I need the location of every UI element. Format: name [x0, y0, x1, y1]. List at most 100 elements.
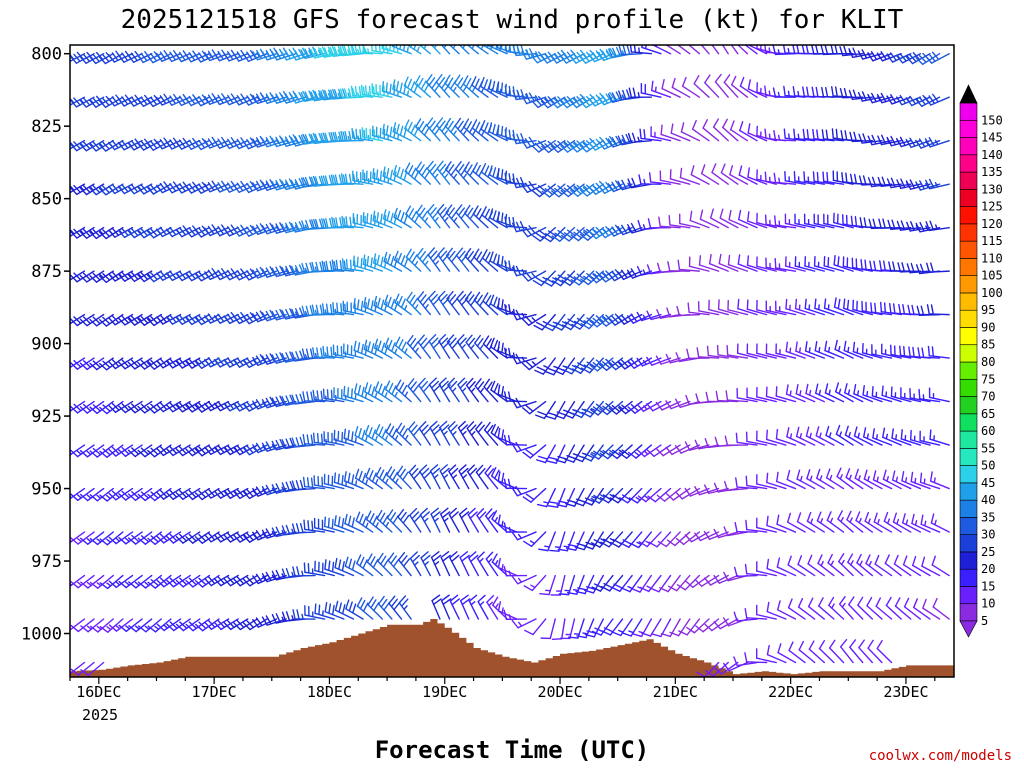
wind-barb: [687, 302, 710, 316]
wind-barb: [853, 426, 874, 446]
wind-barb: [395, 379, 412, 403]
wind-barb: [385, 423, 403, 446]
colorbar-segment: [959, 603, 978, 622]
wind-barb: [477, 594, 489, 620]
wind-barb: [919, 472, 941, 490]
wind-barb: [457, 420, 470, 446]
wind-barb: [252, 486, 278, 497]
wind-barb: [414, 75, 432, 98]
wind-barb: [543, 313, 566, 332]
wind-barb: [639, 128, 662, 142]
wind-barb: [839, 87, 864, 99]
wind-barb: [364, 424, 383, 446]
wind-barb: [815, 383, 835, 403]
wind-barb: [117, 270, 143, 282]
wind-barb: [88, 95, 114, 108]
wind-barb: [165, 444, 191, 457]
wind-barb: [872, 470, 893, 490]
wind-barb: [659, 170, 681, 185]
wind-barb: [486, 594, 499, 620]
wind-barb: [651, 45, 672, 55]
wind-barb: [521, 270, 547, 282]
colorbar-segment: [959, 448, 978, 466]
colorbar-segment: [959, 344, 978, 363]
wind-barb: [705, 661, 729, 677]
wind-barb: [598, 313, 624, 327]
wind-barb: [354, 425, 374, 446]
colorbar-segment: [959, 327, 978, 346]
y-tick-label: 825: [31, 117, 62, 137]
wind-barb: [497, 514, 518, 533]
wind-barb: [128, 574, 153, 589]
wind-barb: [446, 290, 460, 316]
wind-barb: [569, 93, 595, 109]
wind-barb: [834, 339, 854, 359]
wind-barb: [877, 176, 902, 188]
wind-barb: [843, 298, 864, 316]
x-tick-label: 23DEC: [883, 683, 928, 701]
wind-barb: [117, 357, 143, 370]
wind-barb: [108, 357, 134, 370]
wind-barb: [320, 131, 345, 144]
wind-barb: [681, 76, 701, 98]
wind-barb: [858, 133, 883, 144]
wind-barb: [233, 618, 259, 631]
wind-barb: [686, 348, 710, 359]
colorbar-segment: [959, 499, 978, 518]
x-tick-label: 21DEC: [653, 683, 698, 701]
wind-barb: [926, 304, 950, 316]
wind-barb: [808, 640, 825, 664]
wind-barb: [713, 661, 739, 675]
wind-barb: [610, 574, 633, 592]
wind-barb: [70, 574, 86, 588]
wind-barb: [522, 444, 547, 459]
wind-barb: [195, 618, 220, 632]
colorbar-label: 120: [981, 217, 1003, 231]
wind-barb: [445, 247, 460, 272]
wind-barb: [398, 595, 412, 620]
wind-barb: [406, 291, 422, 316]
wind-barb: [756, 256, 777, 272]
wind-barb: [465, 377, 480, 403]
colorbar-segment: [959, 517, 978, 535]
wind-barb: [547, 487, 566, 508]
wind-barb: [312, 347, 335, 359]
wind-barb: [821, 129, 845, 142]
wind-barb: [108, 444, 134, 457]
wind-barb: [512, 133, 537, 145]
wind-barb: [108, 270, 134, 282]
wind-barb: [446, 334, 460, 359]
wind-barb: [523, 574, 547, 592]
wind-barb: [765, 257, 787, 272]
wind-barb: [812, 128, 835, 142]
wind-barb: [600, 574, 624, 592]
wind-barb: [804, 341, 825, 359]
wind-barb: [407, 378, 422, 403]
wind-barb: [812, 171, 835, 185]
wind-barb: [175, 531, 201, 544]
wind-barb: [901, 513, 922, 533]
wind-barb: [213, 574, 239, 587]
wind-barb: [713, 574, 739, 584]
wind-barb: [303, 519, 326, 533]
wind-barb: [147, 574, 172, 589]
wind-barb: [393, 250, 412, 272]
wind-barb: [881, 385, 902, 403]
wind-barb: [849, 639, 864, 664]
wind-barb: [374, 381, 393, 403]
wind-barb: [893, 554, 912, 577]
wind-barb: [718, 253, 739, 272]
colorbar-label: 130: [981, 182, 1003, 196]
wind-barb: [927, 345, 950, 359]
plot-frame: [69, 44, 955, 678]
wind-barb: [406, 334, 422, 359]
wind-barb: [557, 531, 576, 552]
wind-barb: [80, 574, 105, 589]
wind-barb: [835, 424, 854, 446]
wind-barb: [365, 510, 383, 533]
wind-barb: [407, 421, 422, 446]
wind-barb: [431, 594, 442, 620]
wind-barb: [608, 357, 633, 371]
wind-barb: [598, 357, 624, 371]
wind-barb: [747, 211, 768, 229]
